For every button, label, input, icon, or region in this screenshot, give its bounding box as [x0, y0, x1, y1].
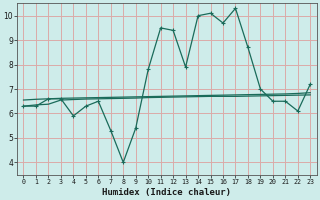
X-axis label: Humidex (Indice chaleur): Humidex (Indice chaleur) [102, 188, 231, 197]
